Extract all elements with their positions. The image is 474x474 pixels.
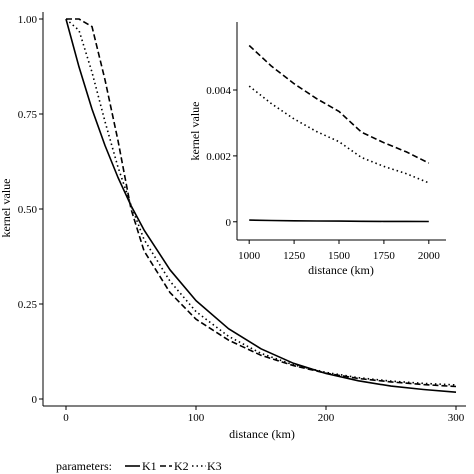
- main-x-tick-label: 100: [188, 412, 205, 424]
- main-series-k3-line: [65, 18, 457, 386]
- main-panel: 0 100 200 300 0 0.25 0.50 0.75 1.00 distance (km…: [0, 12, 466, 441]
- legend: parameters: K1 K2 K3: [56, 459, 222, 473]
- inset-panel: 1000 1250 1500 1750 2000 0 0.002 0.004 distance…: [188, 22, 446, 277]
- main-series-k1-line: [65, 18, 457, 393]
- inset-x-tick-label: 1250: [283, 250, 306, 262]
- inset-x-tick-label: 1500: [328, 250, 351, 262]
- main-y-tick-label: 1.00: [18, 14, 38, 26]
- main-series-k2-line: [66, 18, 457, 388]
- inset-y-axis-title: kernel value: [188, 102, 202, 161]
- legend-label-k2: K2: [174, 459, 189, 473]
- inset-y-tick-label: 0.004: [206, 85, 231, 97]
- main-x-axis-title: distance (km): [229, 427, 295, 441]
- legend-label-k3: K3: [207, 459, 222, 473]
- main-x-tick-label: 0: [63, 412, 69, 424]
- legend-label-k1: K1: [142, 459, 157, 473]
- main-y-tick-label: 0.25: [18, 299, 38, 311]
- inset-series-k1-line: [249, 219, 429, 223]
- inset-series-k3-line: [248, 85, 430, 184]
- main-x-tick-label: 300: [448, 412, 465, 424]
- inset-y-tick-label: 0.002: [206, 151, 231, 163]
- inset-y-tick-label: 0: [226, 217, 232, 229]
- inset-x-tick-label: 1000: [238, 250, 261, 262]
- legend-title: parameters:: [56, 459, 112, 473]
- inset-x-tick-label: 2000: [418, 250, 441, 262]
- main-x-tick-label: 200: [318, 412, 335, 424]
- main-y-tick-label: 0: [32, 394, 38, 406]
- inset-x-axis-title: distance (km): [308, 263, 374, 277]
- main-y-tick-label: 0.50: [18, 204, 38, 216]
- main-y-tick-label: 0.75: [18, 109, 38, 121]
- main-y-axis-title: kernel value: [0, 179, 13, 238]
- inset-series-k2-line: [248, 44, 430, 164]
- inset-x-tick-label: 1750: [373, 250, 396, 262]
